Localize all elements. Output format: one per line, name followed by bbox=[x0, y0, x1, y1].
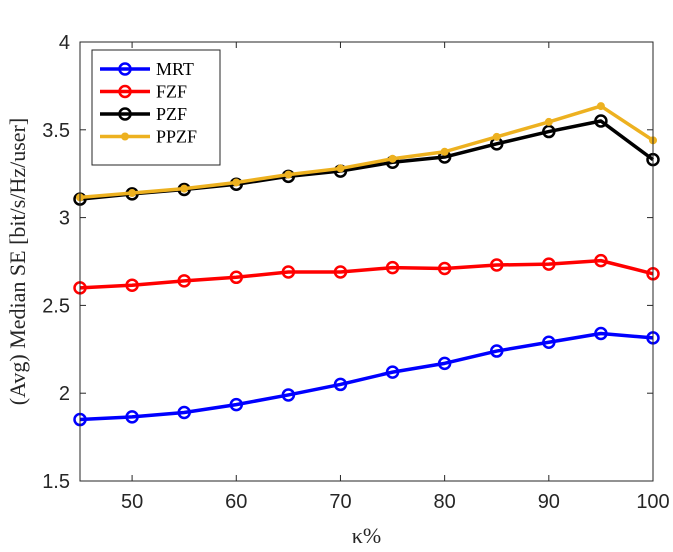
data-point-ppzf bbox=[492, 132, 501, 141]
data-point-fzf bbox=[594, 253, 608, 268]
ticks-layer: 50 60 70 80 90 100 1.5 2 2.5 3 3.5 4 bbox=[42, 32, 670, 513]
data-point-mrt bbox=[437, 356, 452, 371]
data-point-ppzf bbox=[180, 184, 189, 193]
data-point-fzf bbox=[333, 265, 348, 279]
data-point-ppzf bbox=[284, 170, 293, 179]
data-point-fzf bbox=[125, 278, 139, 292]
legend-marker-pzf bbox=[118, 107, 132, 121]
data-point-fzf bbox=[177, 274, 191, 288]
data-point-ppzf bbox=[388, 154, 397, 163]
data-point-mrt bbox=[125, 410, 139, 424]
data-point-fzf bbox=[229, 270, 244, 285]
legend-label-pzf: PZF bbox=[156, 104, 187, 124]
x-tick-label: 50 bbox=[121, 491, 143, 513]
series-line-ppzf bbox=[79, 104, 654, 200]
data-point-pzf bbox=[594, 114, 608, 128]
data-point-pzf bbox=[542, 124, 556, 139]
data-point-ppzf bbox=[596, 102, 605, 111]
x-tick-label: 60 bbox=[225, 491, 247, 513]
y-tick-label: 3 bbox=[59, 208, 70, 230]
data-point-fzf bbox=[385, 260, 400, 275]
data-point-mrt bbox=[489, 344, 504, 358]
data-point-mrt bbox=[229, 397, 244, 412]
data-point-mrt bbox=[385, 365, 400, 379]
legend-label-mrt: MRT bbox=[156, 59, 194, 79]
data-point-mrt bbox=[594, 326, 608, 341]
legend-label-fzf: FZF bbox=[156, 82, 187, 102]
data-point-ppzf bbox=[440, 147, 449, 156]
series-line-fzf bbox=[79, 258, 654, 290]
x-axis-title: κ% bbox=[352, 523, 381, 548]
data-point-mrt bbox=[542, 335, 556, 350]
x-tick-label: 80 bbox=[434, 491, 456, 513]
data-point-ppzf bbox=[336, 164, 345, 173]
legend-label-ppzf: PPZF bbox=[156, 127, 197, 147]
x-tick-label: 70 bbox=[329, 491, 351, 513]
data-point-mrt bbox=[177, 405, 191, 420]
axes-box bbox=[79, 41, 654, 482]
data-point-fzf bbox=[542, 257, 556, 271]
x-tick-label: 90 bbox=[538, 491, 560, 513]
data-point-ppzf bbox=[128, 189, 137, 198]
y-tick-label: 4 bbox=[59, 32, 70, 54]
x-tick-label: 100 bbox=[636, 491, 669, 513]
legend-marker-ppzf bbox=[121, 132, 129, 141]
y-tick-label: 2 bbox=[59, 383, 70, 405]
legend-marker-fzf bbox=[118, 84, 132, 99]
data-point-mrt bbox=[333, 377, 348, 392]
y-axis-title: (Avg) Median SE [bit/s/Hz/user] bbox=[5, 118, 30, 405]
data-point-ppzf bbox=[544, 117, 553, 126]
legend-marker-mrt bbox=[118, 62, 132, 76]
data-point-ppzf bbox=[232, 178, 241, 187]
series-line-mrt bbox=[79, 331, 654, 422]
data-point-fzf bbox=[281, 265, 296, 279]
y-tick-label: 2.5 bbox=[42, 295, 70, 317]
data-point-fzf bbox=[489, 258, 504, 272]
y-tick-label: 1.5 bbox=[42, 471, 70, 493]
data-point-fzf bbox=[437, 261, 452, 276]
y-tick-label: 3.5 bbox=[42, 120, 70, 142]
data-point-mrt bbox=[281, 388, 296, 402]
